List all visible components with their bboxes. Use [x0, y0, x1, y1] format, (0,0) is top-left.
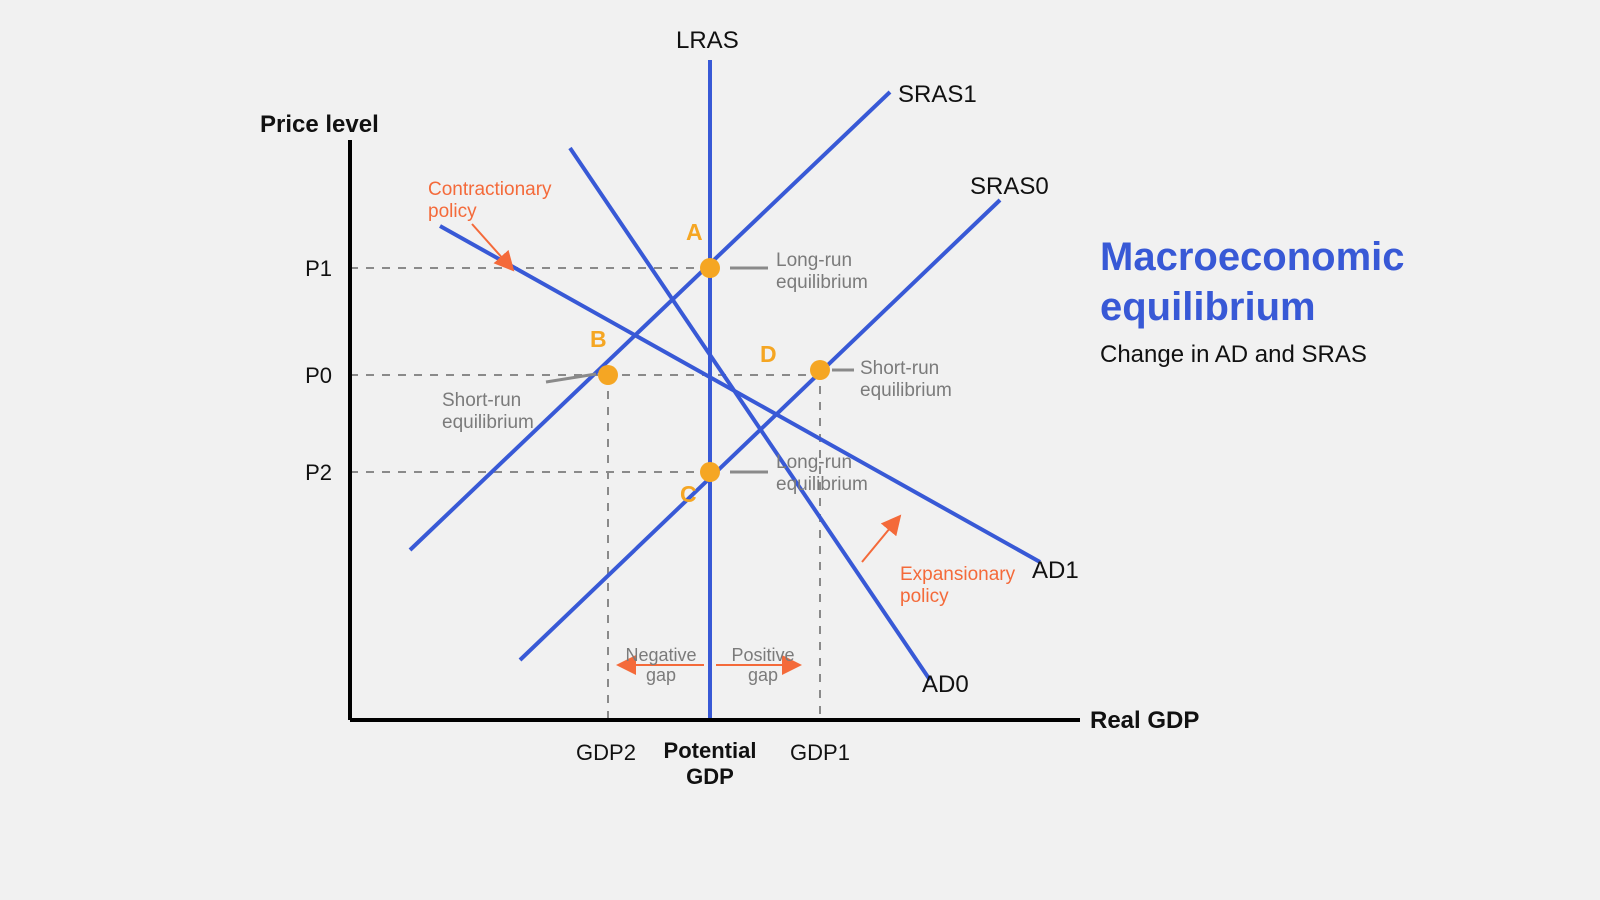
point-label-a: A [686, 219, 703, 245]
x-axis-title: Real GDP [1090, 707, 1199, 734]
diagram-svg: A B C D LRAS SRAS1 SRAS0 AD1 AD0 Price level Real … [0, 0, 1600, 900]
label-sras0: SRAS0 [970, 173, 1049, 200]
tick-p0: P0 [305, 363, 332, 388]
label-ad1: AD1 [1032, 557, 1079, 584]
y-axis-title: Price level [260, 111, 379, 138]
point-label-c: C [680, 481, 697, 507]
point-d [810, 360, 830, 380]
point-c [700, 462, 720, 482]
title-line2: equilibrium [1100, 285, 1316, 329]
tick-potential-1: Potential [664, 738, 757, 763]
annot-shortrun-right: Short-runequilibrium [860, 358, 952, 401]
subtitle: Change in AD and SRAS [1100, 341, 1367, 368]
label-sras1: SRAS1 [898, 81, 977, 108]
annot-shortrun-left: Short-runequilibrium [442, 390, 534, 433]
title-line1: Macroeconomic [1100, 235, 1405, 279]
point-a [700, 258, 720, 278]
tick-gdp1: GDP1 [790, 740, 850, 765]
tick-p2: P2 [305, 460, 332, 485]
label-ad0: AD0 [922, 671, 969, 698]
tick-potential-2: GDP [686, 764, 734, 789]
point-label-b: B [590, 326, 607, 352]
background [0, 0, 1600, 900]
label-lras: LRAS [676, 27, 739, 54]
point-b [598, 365, 618, 385]
tick-p1: P1 [305, 256, 332, 281]
tick-gdp2: GDP2 [576, 740, 636, 765]
point-label-d: D [760, 341, 777, 367]
